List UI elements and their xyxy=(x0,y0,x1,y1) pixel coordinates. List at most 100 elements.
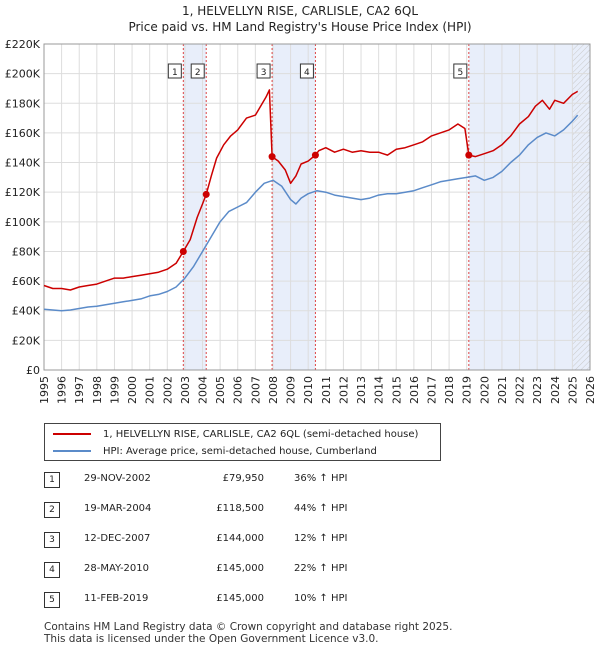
legend-label-hpi: HPI: Average price, semi-detached house,… xyxy=(103,445,377,457)
x-tick-label: 2015 xyxy=(390,376,403,404)
x-tick-label: 2009 xyxy=(285,376,298,404)
sale-price: £118,500 xyxy=(216,503,264,514)
sale-date: 28-MAY-2010 xyxy=(84,563,150,574)
legend-item-property: 1, HELVELLYN RISE, CARLISLE, CA2 6QL (se… xyxy=(53,426,418,442)
y-tick-label: £120K xyxy=(5,186,41,199)
y-tick-label: £20K xyxy=(12,334,41,347)
x-tick-label: 2001 xyxy=(144,376,157,404)
sale-price: £145,000 xyxy=(216,563,264,574)
future-hatch xyxy=(572,44,590,370)
x-tick-label: 2007 xyxy=(249,376,262,404)
plot-frame xyxy=(43,43,591,371)
sale-label-number: 5 xyxy=(457,68,463,78)
sale-number-badge: 3 xyxy=(44,532,60,548)
x-tick-label: 2025 xyxy=(566,376,579,404)
x-tick-label: 2003 xyxy=(179,376,192,404)
sale-label-box xyxy=(256,63,271,79)
sale-price: £79,950 xyxy=(222,473,264,484)
x-tick-label: 2008 xyxy=(267,376,280,404)
legend-label-property: 1, HELVELLYN RISE, CARLISLE, CA2 6QL (se… xyxy=(103,428,419,440)
y-tick-label: £220K xyxy=(5,38,41,51)
sale-date: 29-NOV-2002 xyxy=(84,473,151,484)
y-tick-label: £60K xyxy=(12,275,41,288)
x-tick-label: 2004 xyxy=(197,376,210,404)
x-tick-label: 2020 xyxy=(478,376,491,404)
table-row: 2 19-MAR-2004 £118,500 44% ↑ HPI xyxy=(44,502,424,518)
x-tick-label: 2019 xyxy=(461,376,474,404)
sale-price: £145,000 xyxy=(216,593,264,604)
x-tick-label: 2024 xyxy=(549,376,562,404)
legend-swatch-hpi xyxy=(53,450,91,452)
ownership-shade xyxy=(183,44,207,370)
sale-point xyxy=(268,153,276,161)
sale-date: 11-FEB-2019 xyxy=(84,593,149,604)
table-row: 1 29-NOV-2002 £79,950 36% ↑ HPI xyxy=(44,472,424,488)
sale-label-number: 4 xyxy=(304,68,310,78)
ownership-shade xyxy=(468,44,590,370)
x-tick-label: 2000 xyxy=(126,376,139,404)
y-tick-label: £80K xyxy=(12,245,41,258)
x-tick-label: 2002 xyxy=(161,376,174,404)
chart-title: 1, HELVELLYN RISE, CARLISLE, CA2 6QL xyxy=(181,4,419,18)
sale-hpi-change: 12% ↑ HPI xyxy=(294,533,348,544)
x-tick-label: 1995 xyxy=(38,376,51,404)
sale-number-badge: 5 xyxy=(44,592,60,608)
x-tick-label: 2026 xyxy=(584,376,597,404)
sale-number-badge: 1 xyxy=(44,472,60,488)
legend-item-hpi: HPI: Average price, semi-detached house,… xyxy=(53,443,377,459)
sale-point xyxy=(465,151,473,159)
footer-copyright: Contains HM Land Registry data © Crown c… xyxy=(44,621,453,633)
property-price-line xyxy=(43,89,579,291)
table-row: 4 28-MAY-2010 £145,000 22% ↑ HPI xyxy=(44,562,424,578)
hpi-line xyxy=(43,114,579,312)
x-tick-label: 2014 xyxy=(373,376,386,404)
table-row: 3 12-DEC-2007 £144,000 12% ↑ HPI xyxy=(44,532,424,548)
x-tick-label: 1998 xyxy=(91,376,104,404)
x-tick-label: 2010 xyxy=(302,376,315,404)
y-tick-label: £180K xyxy=(5,97,41,110)
sale-point xyxy=(202,190,210,198)
sale-date: 19-MAR-2004 xyxy=(84,503,152,514)
x-tick-label: 1997 xyxy=(73,376,86,404)
y-tick-label: £100K xyxy=(5,216,41,229)
sale-number-badge: 2 xyxy=(44,502,60,518)
sale-label-box xyxy=(299,63,314,79)
sale-point xyxy=(311,151,319,159)
sale-date: 12-DEC-2007 xyxy=(84,533,151,544)
sale-label-box xyxy=(190,63,205,79)
sale-number-badge: 4 xyxy=(44,562,60,578)
y-tick-label: £140K xyxy=(5,157,41,170)
sale-label-box xyxy=(453,63,468,79)
x-tick-label: 2005 xyxy=(214,376,227,404)
x-tick-label: 2023 xyxy=(531,376,544,404)
sale-point xyxy=(179,248,187,256)
legend-swatch-property xyxy=(53,433,91,435)
y-tick-label: £160K xyxy=(5,127,41,140)
x-tick-label: 2018 xyxy=(443,376,456,404)
sale-hpi-change: 36% ↑ HPI xyxy=(294,473,348,484)
x-tick-label: 2012 xyxy=(337,376,350,404)
sale-hpi-change: 22% ↑ HPI xyxy=(294,563,348,574)
x-tick-label: 2006 xyxy=(232,376,245,404)
x-tick-label: 2016 xyxy=(408,376,421,404)
x-tick-label: 2011 xyxy=(320,376,333,404)
x-tick-label: 1996 xyxy=(56,376,69,404)
legend: 1, HELVELLYN RISE, CARLISLE, CA2 6QL (se… xyxy=(44,423,441,461)
sale-price: £144,000 xyxy=(216,533,264,544)
x-tick-label: 2017 xyxy=(425,376,438,404)
x-tick-label: 1999 xyxy=(108,376,121,404)
price-chart: £0 £20K £40K £60K £80K £100K £120K £140K £160K £1… xyxy=(5,38,597,404)
y-tick-label: £200K xyxy=(5,68,41,81)
chart-subtitle: Price paid vs. HM Land Registry's House … xyxy=(128,20,472,34)
ownership-shade xyxy=(272,44,316,370)
y-tick-label: £40K xyxy=(12,305,41,318)
footer-licence: This data is licensed under the Open Gov… xyxy=(44,633,379,645)
sale-label-number: 1 xyxy=(172,68,178,78)
sale-hpi-change: 44% ↑ HPI xyxy=(294,503,348,514)
sale-label-number: 2 xyxy=(195,68,201,78)
sale-label-box xyxy=(167,63,182,79)
sale-hpi-change: 10% ↑ HPI xyxy=(294,593,348,604)
y-tick-label: £0 xyxy=(26,364,40,377)
x-tick-label: 2021 xyxy=(496,376,509,404)
sale-label-number: 3 xyxy=(261,68,267,78)
